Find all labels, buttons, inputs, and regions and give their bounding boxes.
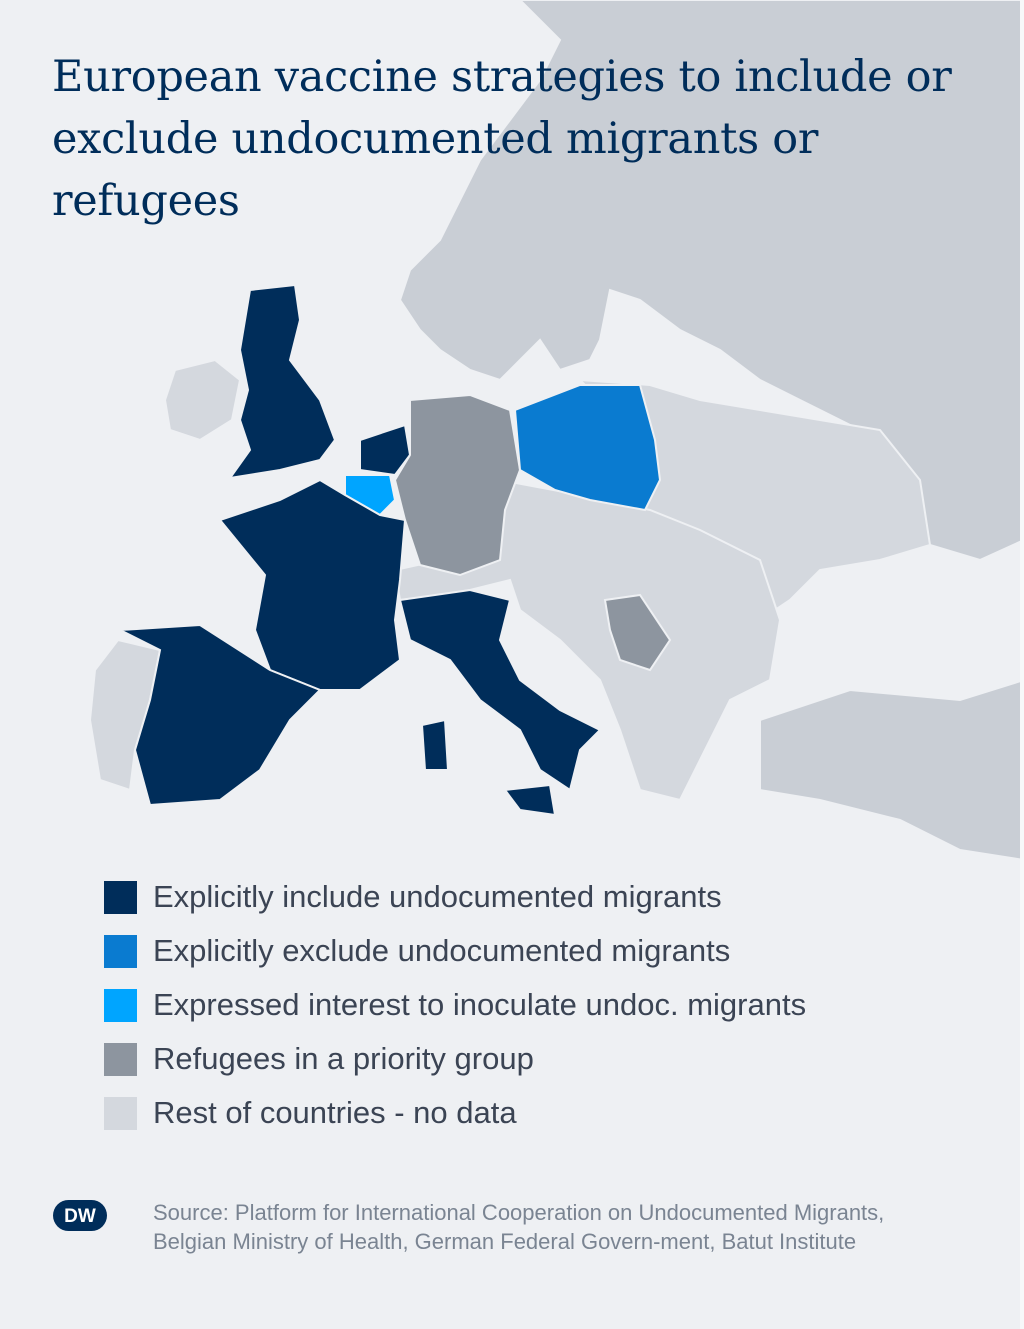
legend-item-interest: Expressed interest to inoculate undoc. m…: [104, 978, 806, 1032]
legend-swatch: [104, 1096, 137, 1130]
legend-label: Expressed interest to inoculate undoc. m…: [153, 987, 807, 1022]
country-italy: [398, 588, 602, 792]
legend-label: Explicitly include undocumented migrants: [153, 879, 722, 914]
country-italy-sicily: [503, 783, 557, 817]
country-poland: [513, 384, 662, 512]
country-belgium: [344, 474, 397, 517]
right-border: [1020, 0, 1024, 1329]
country-france: [218, 478, 407, 691]
europe-map: [88, 0, 1024, 862]
map-legend: Explicitly include undocumented migrants…: [104, 870, 806, 1140]
legend-swatch: [104, 880, 137, 914]
legend-item-exclude: Explicitly exclude undocumented migrants: [104, 924, 806, 978]
legend-item-include: Explicitly include undocumented migrants: [104, 870, 806, 924]
legend-swatch: [104, 934, 137, 968]
legend-swatch: [104, 988, 137, 1022]
source-note: Source: Platform for International Coope…: [153, 1200, 885, 1254]
legend-label: Rest of countries - no data: [153, 1095, 517, 1130]
dw-logo-icon: DW: [53, 1200, 107, 1231]
legend-item-no-data: Rest of countries - no data: [104, 1086, 806, 1140]
legend-label: Refugees in a priority group: [153, 1041, 534, 1076]
country-spain: [116, 623, 322, 807]
country-germany: [393, 393, 522, 577]
country-serbia: [603, 593, 672, 672]
country-netherlands: [359, 423, 412, 477]
legend-swatch: [104, 1042, 137, 1076]
turkey-shape: [759, 678, 1024, 862]
country-italy-sardinia: [420, 718, 450, 771]
page-title: European vaccine strategies to include o…: [52, 52, 952, 226]
legend-label: Explicitly exclude undocumented migrants: [153, 933, 731, 968]
dw-logo-text: DW: [64, 1206, 96, 1227]
legend-item-priority: Refugees in a priority group: [104, 1032, 806, 1086]
country-united-kingdom: [227, 283, 337, 480]
ireland-shape: [163, 358, 242, 442]
